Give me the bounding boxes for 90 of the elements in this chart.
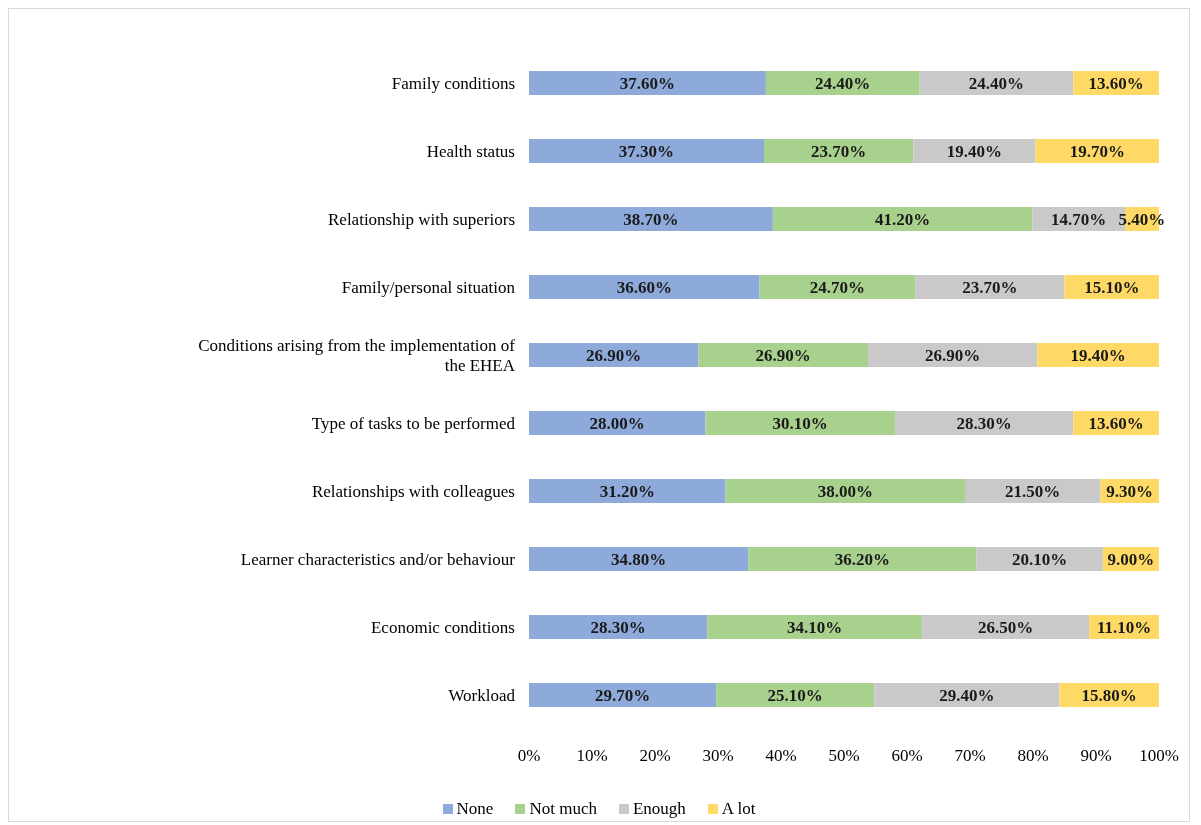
data-label: 24.70% <box>809 277 866 297</box>
bar <box>867 343 1038 367</box>
data-label: 21.50% <box>1005 481 1061 501</box>
data-label: 36.60% <box>616 277 672 297</box>
bar <box>529 683 717 707</box>
data-label: 28.00% <box>589 413 645 433</box>
bar <box>529 547 749 571</box>
x-tick-label: 10% <box>576 746 608 766</box>
data-label: 13.60% <box>1088 73 1144 93</box>
bar <box>772 207 1033 231</box>
bar <box>874 683 1060 707</box>
x-tick-label: 20% <box>639 746 671 766</box>
bar <box>529 275 760 299</box>
data-label: 19.40% <box>946 141 1003 161</box>
data-label: 38.70% <box>623 209 679 229</box>
data-label: 38.00% <box>817 481 873 501</box>
legend-label: Enough <box>632 799 686 819</box>
y-tick-label: Relationship with superiors <box>328 209 515 229</box>
data-label: 28.30% <box>590 617 646 637</box>
y-tick-label: Workload <box>448 685 516 705</box>
data-label: 23.70% <box>962 277 1018 297</box>
data-label: 15.80% <box>1081 685 1137 705</box>
legend-label: Not much <box>529 799 597 819</box>
bar <box>759 275 916 299</box>
data-label: 25.10% <box>767 685 823 705</box>
x-tick-label: 100% <box>1139 746 1179 766</box>
x-tick-label: 80% <box>1017 746 1049 766</box>
bar <box>915 275 1065 299</box>
data-label: 19.40% <box>1070 345 1126 365</box>
data-label: 9.00% <box>1107 549 1155 569</box>
bar <box>705 411 896 435</box>
bar <box>529 479 726 503</box>
bar <box>763 139 914 163</box>
bar <box>529 343 699 367</box>
bar <box>748 547 977 571</box>
x-tick-label: 40% <box>765 746 797 766</box>
data-label: 26.50% <box>977 617 1034 637</box>
y-tick-label: Relationships with colleagues <box>311 481 515 501</box>
data-label: 11.10% <box>1096 617 1152 637</box>
bar <box>725 479 965 503</box>
x-tick-label: 30% <box>702 746 734 766</box>
x-tick-label: 60% <box>891 746 923 766</box>
data-label: 24.40% <box>815 73 871 93</box>
y-tick-label: Economic conditions <box>370 617 515 637</box>
bar <box>765 71 920 95</box>
data-label: 29.70% <box>594 685 651 705</box>
y-tick-label: Health status <box>426 141 515 161</box>
data-label: 26.90% <box>925 345 981 365</box>
bar <box>895 411 1074 435</box>
data-label: 15.10% <box>1084 277 1140 297</box>
bar <box>529 71 766 95</box>
legend-label: A lot <box>721 799 756 819</box>
data-label: 20.10% <box>1011 549 1068 569</box>
data-label: 26.90% <box>755 345 811 365</box>
y-tick-label: Learner characteristics and/or behaviour <box>240 549 516 569</box>
y-tick-label: Conditions arising from the implementation of the EHEA <box>198 335 516 375</box>
bar <box>529 615 708 639</box>
data-label: 37.60% <box>619 73 676 93</box>
x-tick-label: 0% <box>517 746 541 766</box>
bar <box>529 207 773 231</box>
y-tick-label: Type of tasks to be performed <box>311 413 516 433</box>
data-label: 24.40% <box>968 73 1025 93</box>
data-label: 31.20% <box>599 481 655 501</box>
data-label: 28.30% <box>956 413 1012 433</box>
data-label: 29.40% <box>939 685 995 705</box>
y-tick-label: Family/personal situation <box>341 277 516 297</box>
bar <box>529 139 764 163</box>
bar <box>716 683 875 707</box>
data-label: 26.90% <box>586 345 642 365</box>
legend-label: None <box>456 799 494 819</box>
data-label: 9.30% <box>1106 481 1154 501</box>
y-tick-label: Family conditions <box>391 73 515 93</box>
bar <box>919 71 1074 95</box>
x-tick-label: 50% <box>828 746 860 766</box>
bar <box>707 615 923 639</box>
data-label: 23.70% <box>811 141 867 161</box>
bar <box>922 615 1090 639</box>
data-label: 14.70% <box>1051 209 1107 229</box>
data-label: 37.30% <box>618 141 675 161</box>
data-label: 36.20% <box>834 549 890 569</box>
data-label: 34.10% <box>787 617 843 637</box>
data-label: 19.70% <box>1069 141 1125 161</box>
x-tick-label: 90% <box>1080 746 1112 766</box>
data-label: 13.60% <box>1088 413 1144 433</box>
bar <box>529 411 706 435</box>
x-tick-label: 70% <box>954 746 986 766</box>
data-label: 34.80% <box>610 549 667 569</box>
data-label: 41.20% <box>874 209 931 229</box>
bar <box>698 343 868 367</box>
data-label: 30.10% <box>772 413 828 433</box>
